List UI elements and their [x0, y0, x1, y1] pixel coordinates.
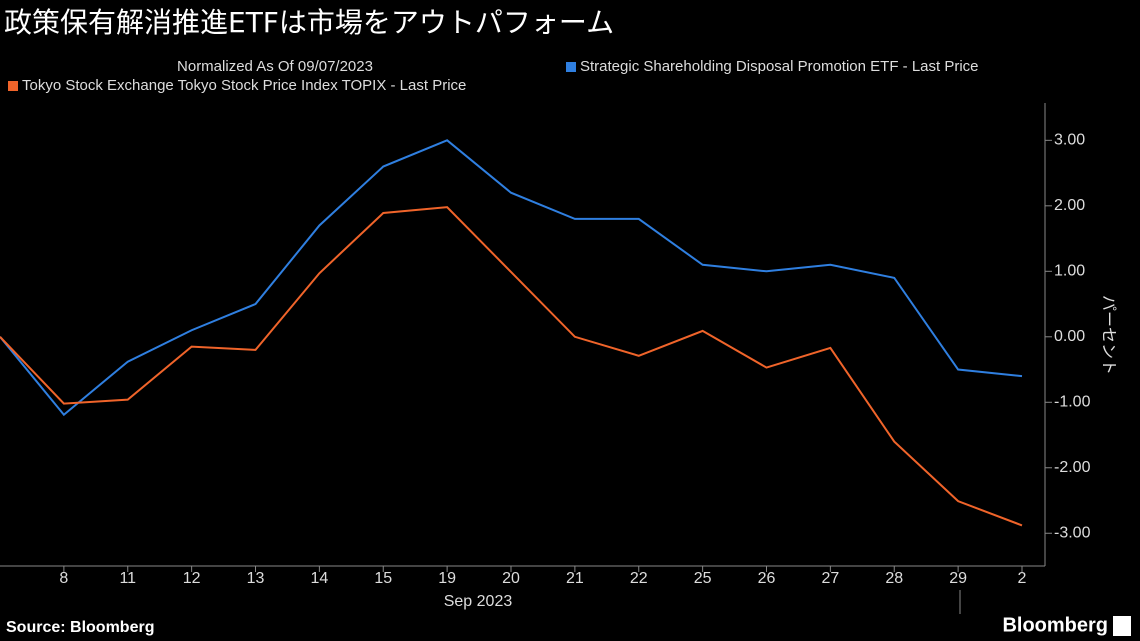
- x-tick-label: 12: [183, 570, 201, 587]
- series-line: [0, 206, 1023, 527]
- y-axis-label: パーセント: [1100, 295, 1119, 375]
- y-tick-label: 2.00: [1054, 197, 1085, 214]
- x-axis-label: Sep 2023: [444, 593, 513, 610]
- legend-swatch: [8, 81, 18, 91]
- series-line: [0, 139, 1023, 417]
- x-tick-label: 27: [821, 570, 839, 587]
- legend-swatch: [566, 62, 576, 72]
- y-tick-label: 1.00: [1054, 263, 1085, 280]
- x-tick-label: 22: [630, 570, 648, 587]
- x-tick-label: 19: [438, 570, 456, 587]
- x-tick-label: 29: [949, 570, 967, 587]
- x-tick-label: 11: [119, 570, 136, 587]
- x-tick-label: 25: [694, 570, 712, 587]
- chart-subtitle: Normalized As Of 09/07/2023: [177, 58, 373, 75]
- x-tick-label: 2: [1018, 570, 1027, 587]
- x-tick-label: 13: [247, 570, 265, 587]
- source: Source: Bloomberg: [6, 619, 154, 636]
- x-tick-label: 21: [566, 570, 584, 587]
- y-tick-label: -2.00: [1054, 459, 1091, 476]
- y-tick-label: -1.00: [1054, 393, 1091, 410]
- y-tick-label: 0.00: [1054, 328, 1085, 345]
- x-tick-label: 20: [502, 570, 520, 587]
- legend-label: Strategic Shareholding Disposal Promotio…: [580, 58, 979, 75]
- legend-label: Tokyo Stock Exchange Tokyo Stock Price I…: [22, 77, 466, 94]
- chart-title: 政策保有解消推進ETFは市場をアウトパフォーム: [4, 6, 614, 39]
- brand: Bloomberg: [1002, 614, 1108, 636]
- x-tick-label: 14: [310, 570, 328, 587]
- x-tick-label: 26: [758, 570, 776, 587]
- brand-icon: [1113, 616, 1131, 636]
- x-tick-label: 8: [59, 570, 68, 587]
- x-tick-label: 15: [374, 570, 392, 587]
- x-tick-label: 28: [885, 570, 903, 587]
- y-tick-label: -3.00: [1054, 524, 1091, 541]
- y-tick-label: 3.00: [1054, 132, 1085, 149]
